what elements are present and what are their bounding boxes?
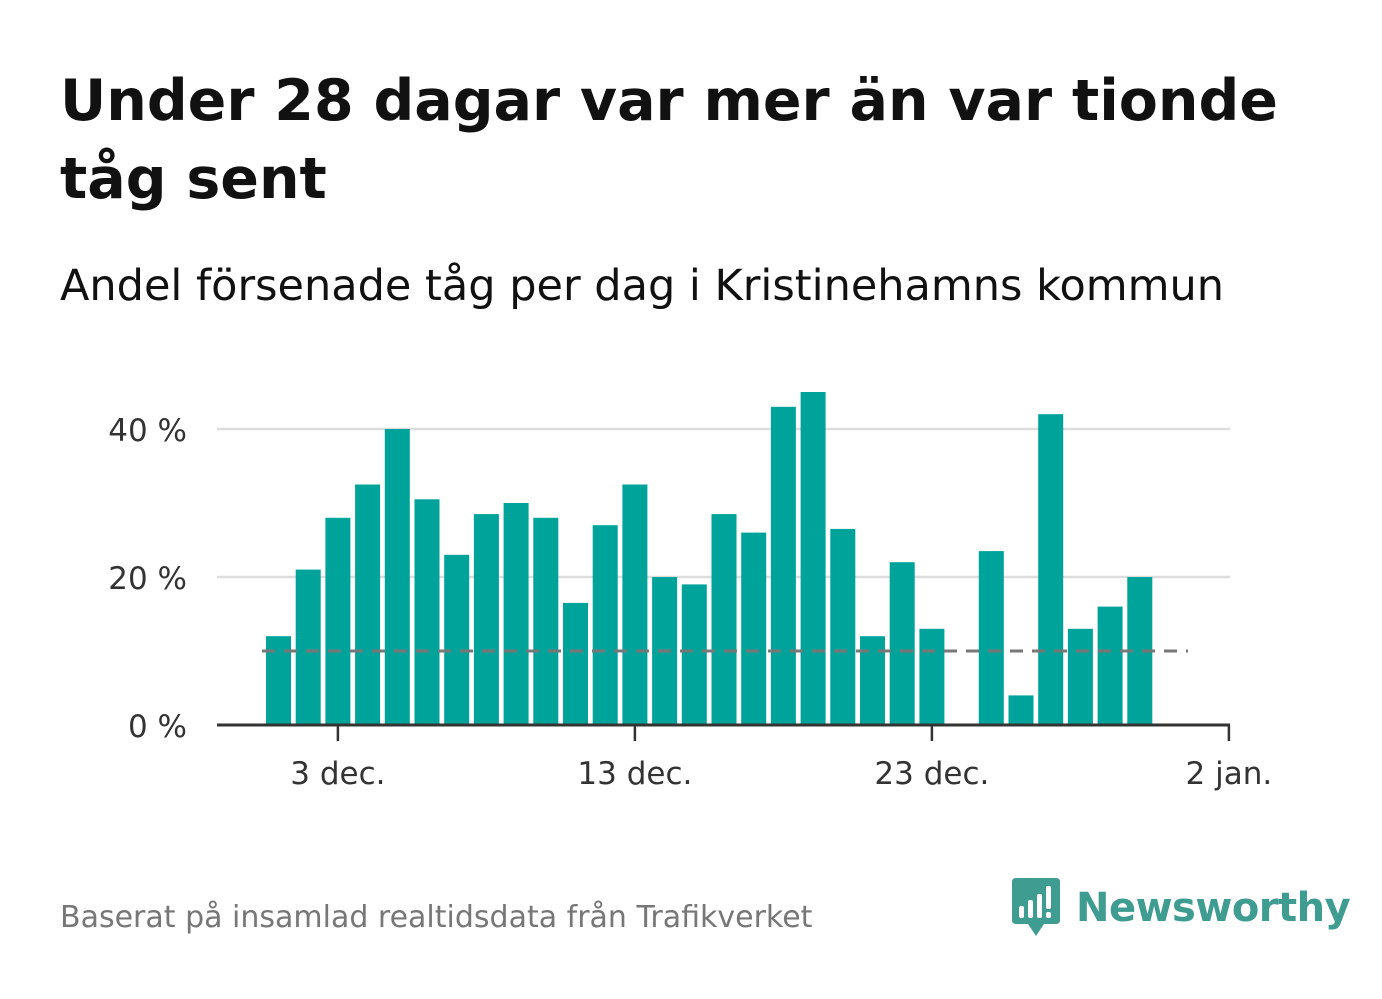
bar-25-dec bbox=[978, 551, 1004, 725]
bar-13-dec bbox=[622, 484, 648, 725]
y-tick-label: 0 % bbox=[128, 709, 187, 745]
y-tick-label: 20 % bbox=[108, 561, 187, 597]
bar-7-dec bbox=[444, 554, 470, 725]
bar-9-dec bbox=[503, 503, 529, 725]
bar-28-dec bbox=[1067, 628, 1093, 725]
bar-15-dec bbox=[681, 584, 707, 725]
newsworthy-bar-chart-speech-bubble-icon bbox=[1012, 878, 1060, 936]
chart-subtitle: Andel försenade tåg per dag i Kristineha… bbox=[60, 261, 1225, 311]
bar-16-dec bbox=[711, 514, 737, 725]
tick-labels: 0 % 20 % 40 % 3 dec. 13 dec. 23 dec. 2 jan. bbox=[108, 413, 1272, 792]
bars bbox=[266, 392, 1153, 725]
bar-18-dec bbox=[770, 406, 796, 725]
logo-text: Newsworthy bbox=[1076, 885, 1351, 931]
y-tick-label: 40 % bbox=[108, 413, 187, 449]
bar-10-dec bbox=[533, 517, 559, 725]
axes bbox=[217, 723, 1231, 741]
x-tick-label: 13 dec. bbox=[577, 756, 692, 792]
bar-11-dec bbox=[563, 602, 588, 725]
bar-27-dec bbox=[1038, 414, 1064, 725]
bar-6-dec bbox=[414, 499, 440, 725]
x-tick-label: 2 jan. bbox=[1186, 756, 1273, 792]
bar-17-dec bbox=[741, 532, 767, 725]
bar-3-dec bbox=[325, 517, 351, 725]
bar-12-dec bbox=[592, 525, 618, 725]
x-tick-label: 3 dec. bbox=[290, 756, 385, 792]
bar-26-dec bbox=[1008, 695, 1034, 725]
chart-title: Under 28 dagar var mer än var tionde tåg… bbox=[60, 68, 1278, 212]
bar-8-dec bbox=[473, 514, 499, 725]
bar-22-dec bbox=[889, 562, 915, 725]
newsworthy-logo: Newsworthy bbox=[1010, 876, 1351, 940]
bar-29-dec bbox=[1097, 606, 1123, 725]
bar-19-dec bbox=[800, 392, 826, 725]
x-tick-label: 23 dec. bbox=[874, 756, 989, 792]
bar-20-dec bbox=[830, 528, 856, 725]
bar-chart: 0 % 20 % 40 % 3 dec. 13 dec. 23 dec. 2 jan. bbox=[108, 392, 1272, 792]
bar-23-dec bbox=[919, 628, 945, 725]
bar-5-dec bbox=[384, 429, 410, 725]
bar-4-dec bbox=[355, 484, 381, 725]
bar-2-dec bbox=[295, 569, 321, 725]
source-note: Baserat på insamlad realtidsdata från Tr… bbox=[60, 900, 813, 935]
